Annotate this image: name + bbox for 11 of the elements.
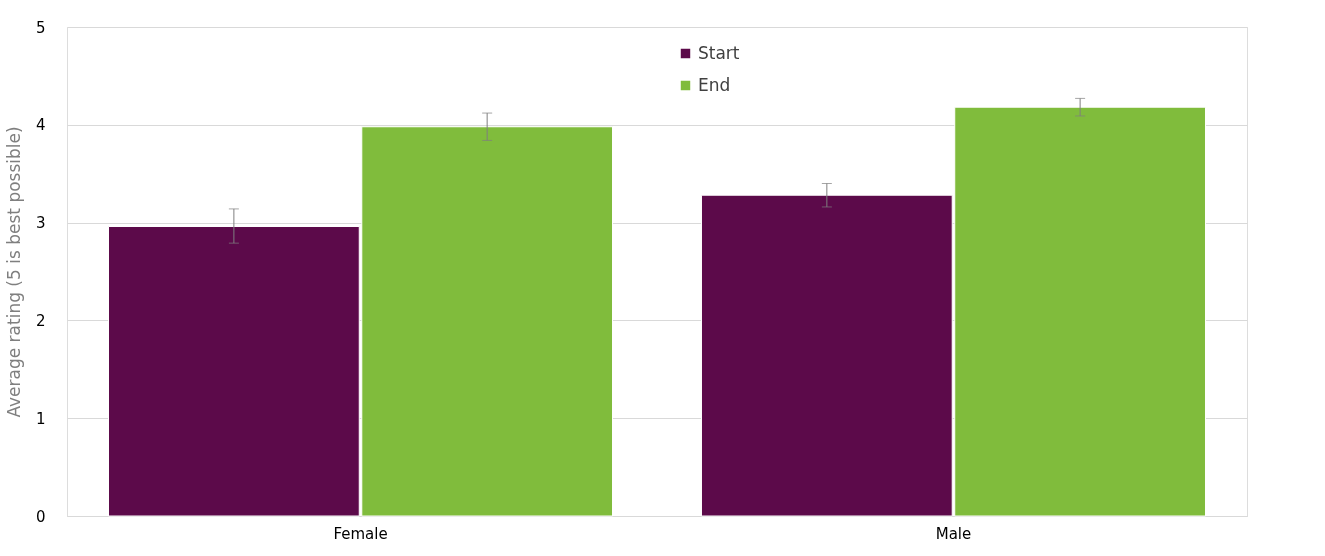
- y-axis-title: Average rating (5 is best possible): [3, 126, 24, 418]
- y-tick-label: 3: [35, 214, 46, 233]
- x-tick-label: Female: [333, 524, 388, 543]
- y-tick-label: 2: [35, 311, 46, 330]
- y-tick-label: 0: [35, 507, 46, 526]
- y-tick-label: 5: [35, 18, 46, 37]
- x-tick-label: Male: [935, 524, 972, 543]
- y-tick-label: 1: [35, 409, 46, 428]
- y-tick-label: 4: [35, 116, 46, 135]
- legend-label: Start: [698, 42, 740, 63]
- legend-label: End: [698, 74, 731, 95]
